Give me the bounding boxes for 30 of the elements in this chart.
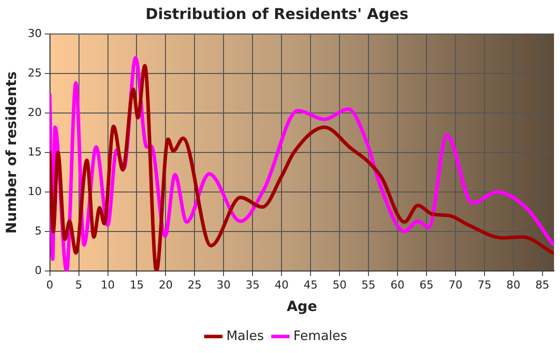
y-tick-label: 30 [28, 26, 42, 40]
y-tick-label: 20 [28, 106, 42, 119]
x-tick-label: 80 [506, 278, 520, 292]
x-tick-label: 10 [100, 278, 115, 292]
x-tick-label: 40 [274, 278, 289, 292]
x-tick-label: 45 [304, 278, 318, 292]
x-tick-label: 55 [362, 278, 376, 292]
y-tick-label: 0 [34, 264, 42, 277]
x-tick-label: 5 [75, 278, 82, 292]
x-tick-label: 35 [246, 278, 260, 292]
x-tick-label: 70 [448, 278, 462, 292]
legend-label: Females [293, 328, 348, 344]
legend-label: Males [226, 328, 264, 344]
x-tick-label: 85 [535, 278, 550, 292]
y-tick-label: 25 [28, 66, 42, 80]
x-tick-label: 50 [332, 278, 347, 292]
x-tick-label: 60 [390, 278, 405, 292]
y-tick-label: 5 [34, 224, 42, 238]
x-tick-label: 65 [420, 278, 434, 292]
x-tick-label: 0 [46, 278, 54, 292]
y-axis-title: Number of residents [4, 71, 20, 234]
x-tick-label: 75 [477, 278, 492, 292]
chart-title: Distribution of Residents' Ages [146, 4, 409, 23]
y-tick-label: 15 [28, 145, 42, 158]
x-axis-title: Age [286, 299, 318, 316]
x-tick-label: 15 [130, 278, 144, 292]
x-tick-label: 30 [216, 278, 231, 292]
y-tick-label: 10 [28, 184, 42, 198]
x-tick-label: 25 [188, 278, 202, 292]
x-tick-label: 20 [158, 278, 173, 292]
